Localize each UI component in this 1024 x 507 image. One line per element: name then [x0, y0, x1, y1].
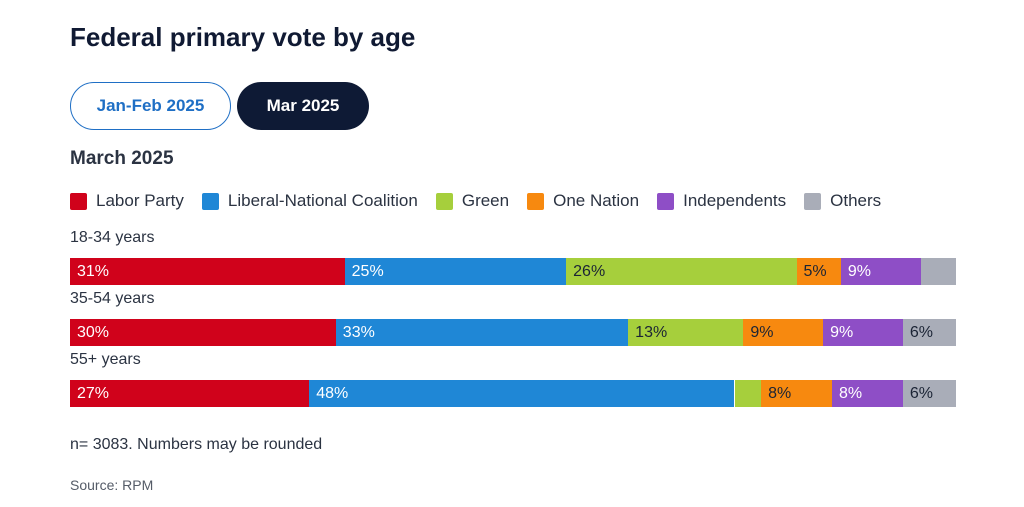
bar-segment: 9%: [743, 319, 824, 346]
bar-segment: 9%: [840, 258, 921, 285]
bar-segment: 48%: [309, 380, 735, 407]
legend-swatch: [527, 192, 545, 210]
data-label: 9%: [750, 324, 774, 341]
bar-segment: 8%: [761, 380, 832, 407]
bar-segment: 33%: [335, 319, 629, 346]
legend-label: Independents: [683, 191, 787, 210]
data-label: 6%: [909, 324, 933, 341]
bar-segment: 25%: [344, 258, 567, 285]
legend-swatch: [804, 192, 822, 210]
bar-segment: 8%: [831, 380, 903, 407]
legend-item: Liberal-National Coalition: [201, 191, 418, 211]
legend-swatch: [435, 192, 453, 210]
chart-subtitle: March 2025: [70, 148, 174, 169]
legend: Labor Party Liberal-National Coalition Gre…: [70, 191, 881, 211]
data-label: 33%: [342, 324, 375, 341]
legend-swatch: [201, 192, 219, 210]
note: n= 3083. Numbers may be rounded: [70, 436, 323, 453]
data-label: 13%: [635, 324, 668, 341]
bar-segment: 6%: [902, 319, 956, 346]
data-label: 9%: [847, 263, 871, 280]
legend-item: Green: [435, 191, 510, 211]
legend-swatch: [70, 192, 87, 210]
data-label: 9%: [830, 324, 854, 341]
bar-segment: [734, 380, 762, 407]
data-label: 8%: [768, 385, 792, 402]
data-label: 31%: [77, 263, 110, 280]
legend-label: Liberal-National Coalition: [227, 191, 418, 210]
source: Source: RPM: [70, 477, 154, 493]
row-label: 55+ years: [70, 351, 141, 368]
data-label: 6%: [909, 385, 933, 402]
bar-segment: 27%: [70, 380, 310, 407]
legend-label: Others: [830, 191, 882, 210]
bar-segment: 5%: [796, 258, 841, 285]
data-label: 48%: [316, 385, 349, 402]
chart-title: Federal primary vote by age: [70, 22, 416, 52]
legend-label: Green: [461, 191, 510, 210]
bar-segment: 30%: [70, 319, 336, 346]
bar-segment: [920, 258, 956, 285]
bar-segment: 26%: [566, 258, 797, 285]
legend-item: Independents: [657, 191, 786, 211]
bar-segment: 13%: [628, 319, 744, 346]
tab[interactable]: Jan-Feb 2025: [70, 82, 231, 130]
bar-segment: 31%: [70, 258, 345, 285]
legend-item: Labor Party: [70, 191, 184, 211]
data-label: 25%: [351, 263, 384, 280]
bar-segment: 6%: [902, 380, 956, 407]
bar-segment: 9%: [823, 319, 903, 346]
data-label: 27%: [77, 385, 110, 402]
legend-label: One Nation: [553, 191, 640, 210]
row-label: 35-54 years: [70, 290, 155, 307]
data-label: 30%: [77, 324, 110, 341]
legend-item: One Nation: [527, 191, 639, 211]
tab-active[interactable]: Mar 2025: [237, 82, 369, 130]
legend-swatch: [657, 192, 675, 210]
data-label: 5%: [803, 263, 827, 280]
data-label: 8%: [838, 385, 863, 402]
row-label: 18-34 years: [70, 229, 155, 246]
legend-label: Labor Party: [96, 191, 184, 210]
data-label: 26%: [573, 263, 606, 280]
legend-item: Others: [804, 191, 881, 211]
